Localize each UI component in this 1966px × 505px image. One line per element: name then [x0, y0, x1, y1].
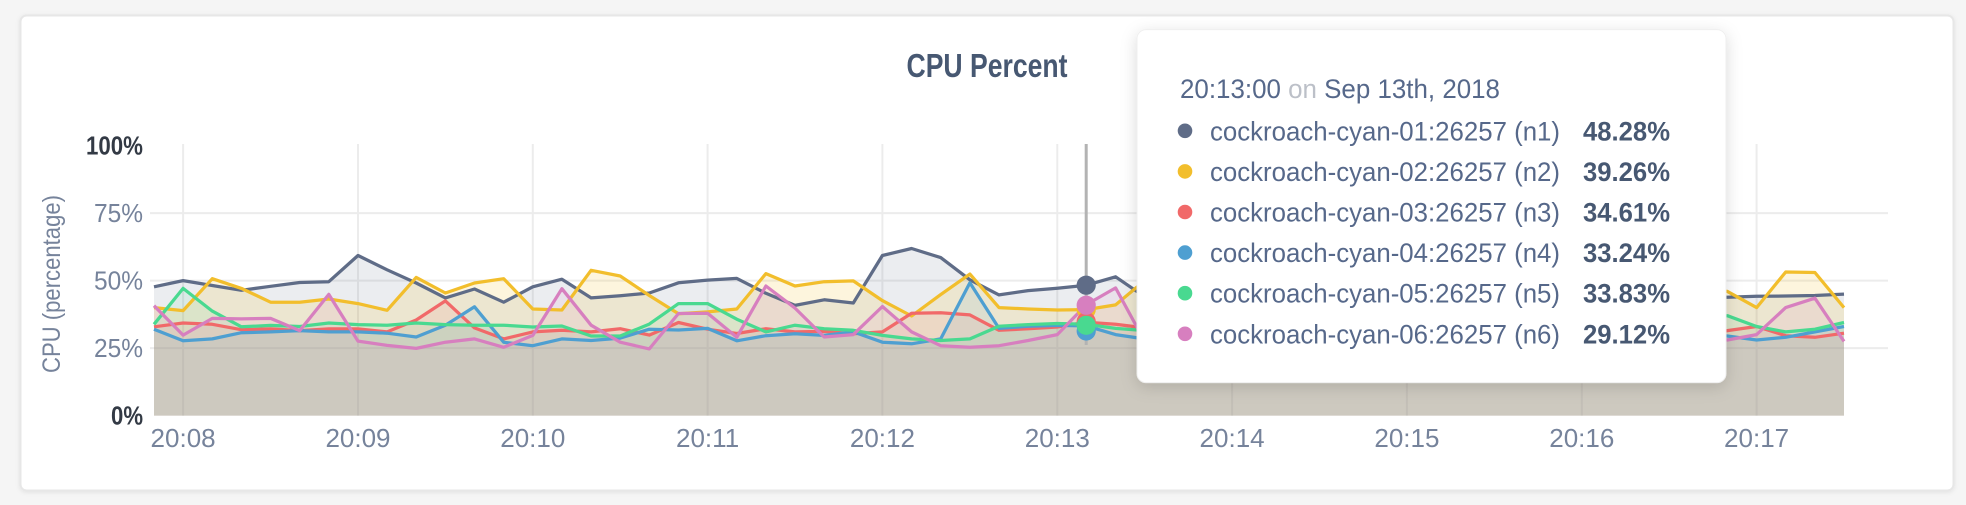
svg-text:cockroach-cyan-01:26257 (n1): cockroach-cyan-01:26257 (n1) [1210, 116, 1560, 146]
svg-text:39.26%: 39.26% [1583, 157, 1670, 187]
svg-text:25%: 25% [94, 333, 143, 363]
svg-text:20:14: 20:14 [1200, 423, 1265, 453]
svg-text:0%: 0% [111, 401, 143, 431]
svg-text:cockroach-cyan-03:26257 (n3): cockroach-cyan-03:26257 (n3) [1210, 198, 1560, 228]
svg-text:75%: 75% [94, 198, 143, 228]
svg-text:48.28%: 48.28% [1583, 116, 1670, 146]
svg-text:CPU (percentage): CPU (percentage) [38, 195, 66, 373]
svg-text:33.24%: 33.24% [1583, 238, 1670, 268]
svg-text:cockroach-cyan-04:26257 (n4): cockroach-cyan-04:26257 (n4) [1210, 238, 1560, 268]
svg-text:20:16: 20:16 [1549, 423, 1614, 453]
svg-text:cockroach-cyan-05:26257 (n5): cockroach-cyan-05:26257 (n5) [1210, 279, 1560, 309]
svg-text:34.61%: 34.61% [1583, 198, 1670, 228]
svg-text:20:13:00 on Sep 13th, 2018: 20:13:00 on Sep 13th, 2018 [1180, 74, 1500, 104]
svg-text:20:13: 20:13 [1025, 423, 1090, 453]
svg-text:CPU Percent: CPU Percent [907, 47, 1068, 84]
svg-text:20:15: 20:15 [1374, 423, 1439, 453]
svg-text:100%: 100% [86, 131, 143, 161]
svg-text:20:17: 20:17 [1724, 423, 1789, 453]
svg-text:50%: 50% [94, 266, 143, 296]
svg-text:20:08: 20:08 [151, 423, 216, 453]
svg-text:cockroach-cyan-06:26257 (n6): cockroach-cyan-06:26257 (n6) [1210, 319, 1560, 349]
svg-text:29.12%: 29.12% [1583, 319, 1670, 349]
svg-text:20:11: 20:11 [676, 423, 739, 453]
svg-text:cockroach-cyan-02:26257 (n2): cockroach-cyan-02:26257 (n2) [1210, 157, 1560, 187]
svg-text:20:09: 20:09 [325, 423, 390, 453]
svg-text:20:10: 20:10 [500, 423, 565, 453]
svg-text:20:12: 20:12 [850, 423, 915, 453]
svg-text:33.83%: 33.83% [1583, 279, 1670, 309]
